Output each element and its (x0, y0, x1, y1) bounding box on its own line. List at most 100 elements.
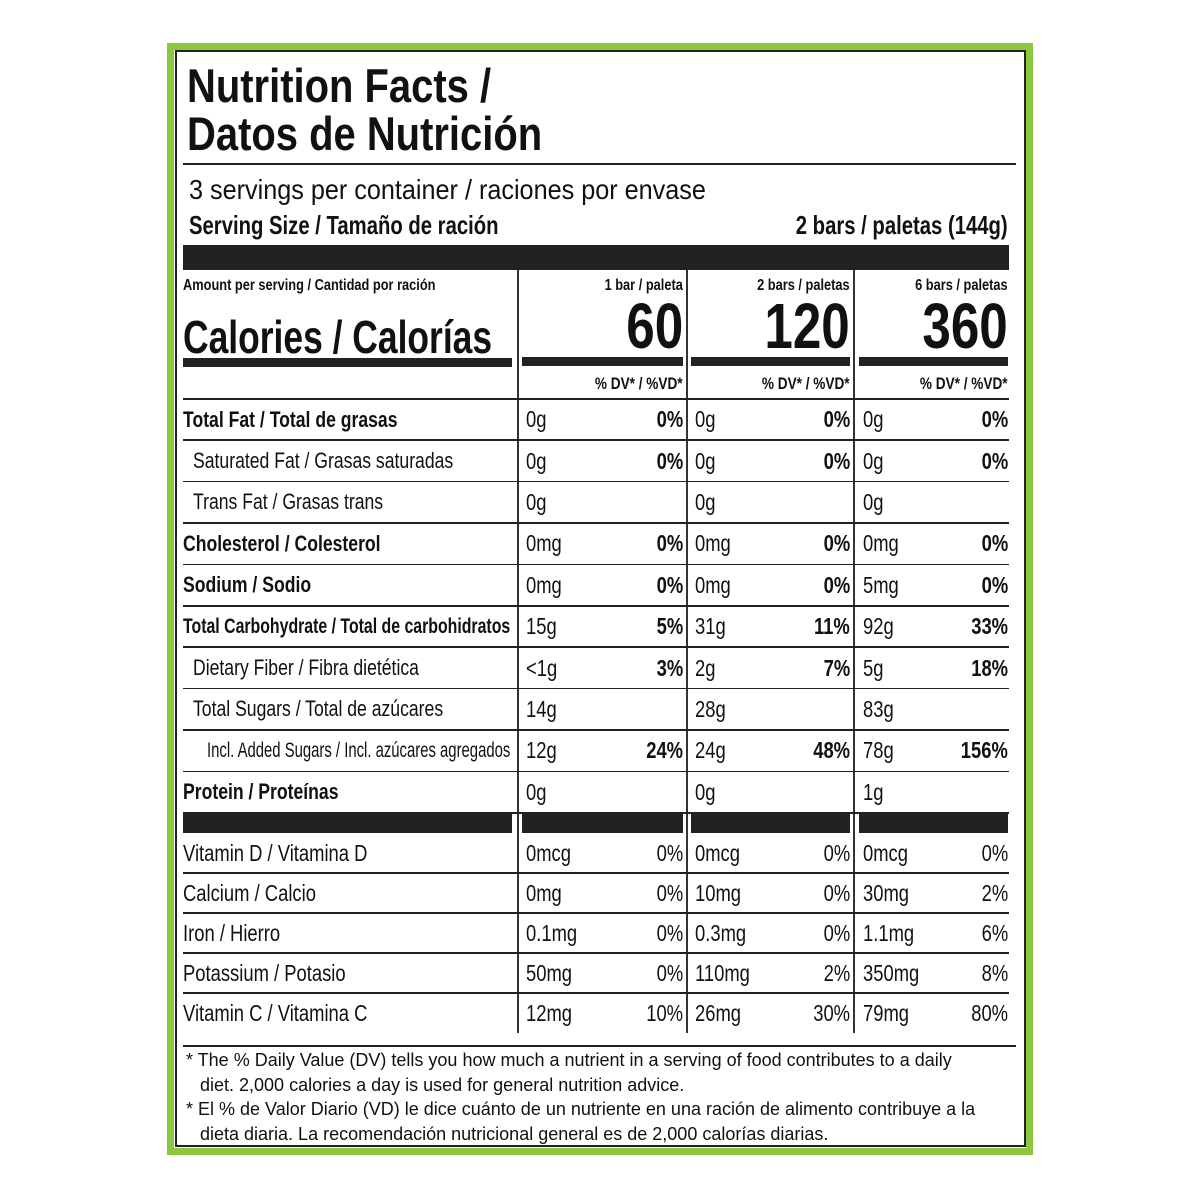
nutrient-dv: 0% (656, 530, 683, 557)
nutrient-label: Vitamin C / Vitamina C (183, 999, 368, 1026)
row-divider (183, 522, 1009, 524)
row-divider (183, 770, 1009, 773)
nutrient-amount: 26mg (695, 999, 742, 1026)
nutrient-dv: 0% (981, 406, 1008, 433)
nutrient-amount: 83g (863, 695, 894, 722)
nutrient-amount: 0g (526, 447, 547, 474)
nutrient-amount: 0g (526, 778, 547, 805)
nutrient-dv: 33% (971, 613, 1008, 640)
nutrient-dv: 24% (646, 737, 683, 764)
row-divider (183, 687, 1009, 690)
nutrient-amount: 50mg (526, 959, 573, 986)
nutrient-dv: 0% (981, 447, 1008, 474)
nutrient-amount: 79mg (863, 999, 910, 1026)
nutrient-amount: 24g (695, 737, 726, 764)
nutrient-label: Saturated Fat / Grasas saturadas (193, 448, 454, 474)
servings-per-container: 3 servings per container / raciones por … (189, 174, 706, 205)
nutrient-dv (770, 482, 850, 523)
nutrient-amount: 2g (695, 654, 716, 681)
nutrient-label: Total Fat / Total de grasas (183, 406, 398, 432)
nutrient-label: Iron / Hierro (183, 919, 281, 946)
nutrient-amount: 15g (526, 613, 557, 640)
nutrient-dv: 8% (981, 959, 1008, 986)
nutrient-amount: 0mg (863, 530, 899, 557)
nutrient-amount: 0mcg (695, 839, 740, 866)
nutrient-dv: 0% (656, 959, 683, 986)
nutrient-amount: 1g (863, 778, 884, 805)
nutrient-dv: 0% (823, 571, 850, 598)
nutrient-amount: 12mg (526, 999, 573, 1026)
calories-bar (859, 357, 1008, 366)
amount-per-serving: Amount per serving / Cantidad por ración (183, 277, 436, 294)
nutrient-amount: 0mg (526, 879, 562, 906)
nutrient-amount: 1.1mg (863, 919, 915, 946)
calories-bar (183, 358, 512, 367)
nutrient-amount: 92g (863, 613, 894, 640)
nutrient-dv: 0% (823, 530, 850, 557)
nutrient-amount: 0mg (526, 571, 562, 598)
nutrient-dv: 0% (981, 571, 1008, 598)
nutrient-label: Cholesterol / Colesterol (183, 530, 381, 556)
nutrient-amount: 0g (526, 488, 547, 515)
nutrient-dv: 0% (656, 919, 683, 946)
calories-label: Calories / Calorías (183, 311, 493, 363)
dv-header: % DV* / %VD* (920, 374, 1008, 393)
serving-size-value: 2 bars / paletas (144g) (796, 210, 1008, 240)
row-divider (183, 872, 1009, 874)
nutrient-amount: 0mg (695, 571, 731, 598)
nutrient-amount: 0g (695, 778, 716, 805)
title-english: Nutrition Facts / (187, 59, 492, 112)
nutrient-amount: 28g (695, 695, 726, 722)
nutrient-dv: 0% (823, 879, 850, 906)
nutrient-label: Incl. Added Sugars / Incl. azúcares agre… (207, 738, 511, 762)
column-header: 1 bar / paleta (604, 277, 683, 294)
nutrient-amount: 5g (863, 654, 884, 681)
nutrient-amount: 0g (863, 406, 884, 433)
nutrient-label: Protein / Proteínas (183, 779, 339, 805)
nutrient-dv: 6% (981, 919, 1008, 946)
nutrient-amount: 0g (695, 488, 716, 515)
nutrient-dv: 2% (823, 959, 850, 986)
label-inner-border (175, 50, 1026, 1147)
title-spanish: Datos de Nutrición (187, 107, 543, 160)
nutrient-dv: 80% (971, 999, 1008, 1026)
column-divider (517, 270, 519, 1033)
dv-header: % DV* / %VD* (595, 374, 683, 393)
nutrient-amount: 110mg (695, 959, 750, 986)
column-divider (686, 270, 688, 1033)
vitamin-section-bar (183, 813, 512, 833)
thick-bar (183, 245, 1009, 270)
nutrient-label: Total Sugars / Total de azúcares (193, 696, 444, 722)
nutrient-label: Calcium / Calcio (183, 879, 316, 906)
nutrient-amount: 30mg (863, 879, 910, 906)
nutrient-dv (933, 689, 1008, 730)
row-divider (183, 952, 1009, 954)
nutrient-dv: 48% (813, 737, 850, 764)
nutrient-dv: 0% (823, 919, 850, 946)
nutrient-amount: <1g (526, 654, 558, 681)
nutrient-amount: 0mcg (526, 839, 571, 866)
divider (183, 1045, 1016, 1047)
nutrient-label: Potassium / Potasio (183, 959, 346, 986)
column-header: 6 bars / paletas (915, 277, 1009, 294)
nutrient-amount: 0g (526, 406, 547, 433)
nutrient-amount: 0g (695, 447, 716, 474)
nutrient-label: Total Carbohydrate / Total de carbohidra… (183, 614, 511, 638)
row-divider (183, 729, 1009, 731)
calories-value: 360 (922, 290, 1008, 362)
nutrient-dv: 5% (656, 613, 683, 640)
label-outer-border (167, 43, 1033, 1155)
nutrient-dv: 30% (813, 999, 850, 1026)
nutrient-amount: 14g (526, 695, 557, 722)
nutrient-amount: 0.3mg (695, 919, 747, 946)
nutrient-amount: 31g (695, 613, 726, 640)
nutrient-label: Vitamin D / Vitamina D (183, 839, 368, 866)
row-divider (183, 646, 1009, 648)
nutrient-amount: 5mg (863, 571, 899, 598)
nutrient-dv: 11% (814, 613, 850, 640)
nutrient-label: Dietary Fiber / Fibra dietética (193, 655, 419, 681)
nutrient-dv: 0% (823, 839, 850, 866)
nutrient-dv: 3% (656, 654, 683, 681)
nutrient-amount: 350mg (863, 959, 920, 986)
nutrient-dv: 18% (971, 654, 1008, 681)
